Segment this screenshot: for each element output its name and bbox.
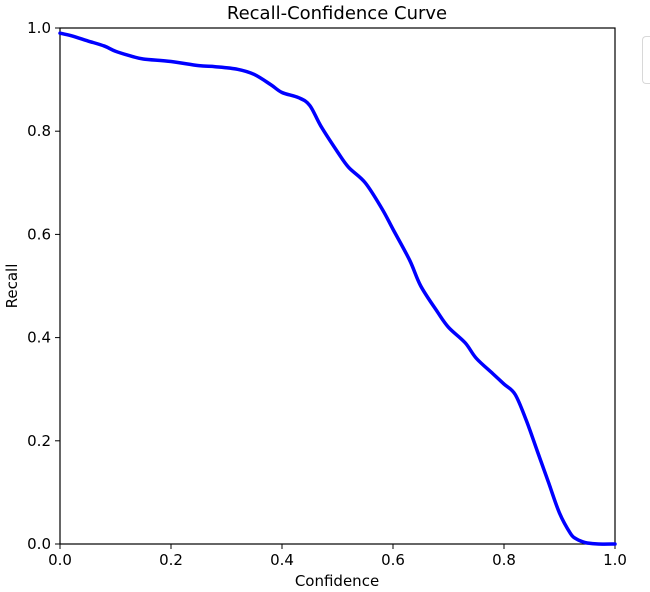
x-tick-label: 0.6 xyxy=(381,551,405,569)
y-tick-label: 0.2 xyxy=(27,432,51,450)
y-tick-label: 0.0 xyxy=(27,535,51,553)
series-layer xyxy=(58,31,617,546)
plot-area xyxy=(59,27,616,545)
x-axis-label: Confidence xyxy=(295,572,379,590)
x-tick-label: 0.2 xyxy=(159,551,183,569)
x-tick-label: 1.0 xyxy=(603,551,627,569)
y-axis-label: Recall xyxy=(3,264,21,309)
x-axis: 0.0 0.2 0.4 0.6 0.8 1.0 xyxy=(48,544,627,569)
y-axis: 0.0 0.2 0.4 0.6 0.8 1.0 xyxy=(27,19,60,553)
series-line xyxy=(58,31,617,546)
x-tick-label: 0.8 xyxy=(492,551,516,569)
legend-box-edge xyxy=(642,36,650,84)
y-tick-label: 0.8 xyxy=(27,122,51,140)
chart-title: Recall-Confidence Curve xyxy=(227,3,447,24)
x-tick-label: 0.4 xyxy=(270,551,294,569)
x-tick-label: 0.0 xyxy=(48,551,72,569)
y-tick-label: 0.4 xyxy=(27,329,51,347)
y-tick-label: 1.0 xyxy=(27,19,51,37)
y-tick-label: 0.6 xyxy=(27,225,51,243)
